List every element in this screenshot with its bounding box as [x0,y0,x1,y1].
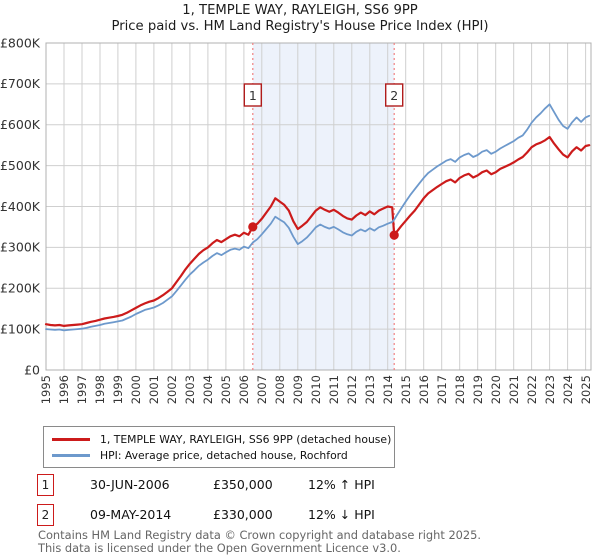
transaction-row-1: 1 30-JUN-2006 £350,000 12% ↑ HPI [0,474,600,496]
svg-text:2022: 2022 [525,375,539,404]
legend-item-hpi: HPI: Average price, detached house, Roch… [52,447,386,463]
svg-text:2004: 2004 [201,375,215,404]
svg-text:2019: 2019 [471,375,485,404]
svg-text:1997: 1997 [75,375,89,404]
svg-text:£300K: £300K [0,240,41,255]
svg-text:1998: 1998 [93,375,107,404]
svg-text:2008: 2008 [273,375,287,404]
svg-text:2012: 2012 [345,375,359,404]
svg-text:£500K: £500K [0,158,41,173]
svg-text:2017: 2017 [435,375,449,404]
svg-text:2006: 2006 [237,375,251,404]
transaction-1-hpi-delta: 12% ↑ HPI [308,477,375,492]
transaction-2-marker: 2 [37,504,54,526]
transaction-1-date: 30-JUN-2006 [90,477,170,492]
svg-text:2007: 2007 [255,375,269,404]
svg-text:2015: 2015 [399,375,413,404]
svg-text:1995: 1995 [39,375,53,404]
red-line-swatch [52,437,90,441]
price-history-chart: 1 2 £0 £100K £200K £300K £400K £500K £600K £700K £… [0,35,593,404]
transaction-row-2: 2 09-MAY-2014 £330,000 12% ↓ HPI [0,504,600,526]
svg-text:£200K: £200K [0,281,41,296]
svg-text:1996: 1996 [57,375,71,404]
svg-text:2013: 2013 [363,375,377,404]
svg-text:2020: 2020 [489,375,503,404]
svg-text:£100K: £100K [0,321,41,336]
chart-title: 1, TEMPLE WAY, RAYLEIGH, SS6 9PP [182,3,418,18]
footer-line-1: Contains HM Land Registry data © Crown c… [38,528,482,542]
transaction-2-price: £330,000 [213,507,273,522]
blue-line-swatch [52,453,90,457]
svg-text:2010: 2010 [309,375,323,404]
svg-text:2000: 2000 [129,375,143,404]
legend-item-property: 1, TEMPLE WAY, RAYLEIGH, SS6 9PP (detach… [52,431,391,447]
license-footer: Contains HM Land Registry data © Crown c… [38,529,598,554]
transaction-1-price: £350,000 [213,477,273,492]
svg-text:2011: 2011 [327,375,341,404]
svg-text:2014: 2014 [381,375,395,404]
legend-label-property: 1, TEMPLE WAY, RAYLEIGH, SS6 9PP (detach… [100,432,392,446]
footer-line-2: This data is licensed under the Open Gov… [38,540,401,555]
svg-text:2009: 2009 [291,375,305,404]
chart-legend: 1, TEMPLE WAY, RAYLEIGH, SS6 9PP (detach… [43,426,395,468]
svg-text:2: 2 [390,88,398,103]
svg-text:2021: 2021 [507,375,521,404]
svg-text:1999: 1999 [111,375,125,404]
svg-text:2003: 2003 [183,375,197,404]
svg-text:£0: £0 [24,362,40,377]
svg-text:£600K: £600K [0,117,41,132]
svg-text:2001: 2001 [147,375,161,404]
chart-subtitle: Price paid vs. HM Land Registry's House … [111,19,489,34]
svg-text:2005: 2005 [219,375,233,404]
svg-text:2002: 2002 [165,375,179,404]
transaction-2-hpi-delta: 12% ↓ HPI [308,507,375,522]
svg-text:2016: 2016 [417,375,431,404]
svg-text:2025: 2025 [579,375,593,404]
svg-text:2024: 2024 [561,375,575,404]
svg-text:£700K: £700K [0,76,41,91]
svg-text:2018: 2018 [453,375,467,404]
transaction-1-marker: 1 [37,474,54,496]
svg-text:2023: 2023 [543,375,557,404]
svg-text:£800K: £800K [0,35,41,50]
legend-label-hpi: HPI: Average price, detached house, Roch… [100,448,348,462]
svg-text:1: 1 [249,88,257,103]
transaction-2-date: 09-MAY-2014 [90,507,172,522]
svg-text:£400K: £400K [0,199,41,214]
